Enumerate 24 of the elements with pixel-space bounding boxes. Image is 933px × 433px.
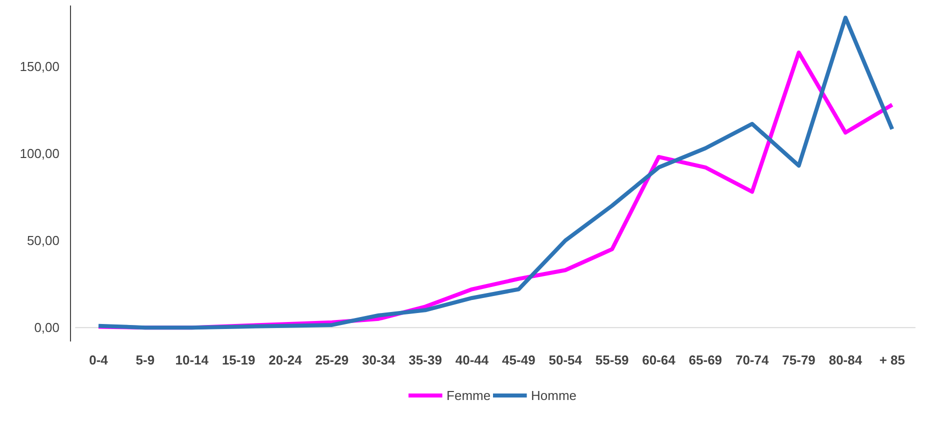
x-tick-label: 5-9 [136, 352, 155, 368]
y-tick-label: 100,00 [20, 146, 60, 161]
x-tick-label: 80-84 [828, 352, 863, 368]
x-tick-label: + 85 [879, 352, 905, 368]
x-tick-label: 25-29 [315, 352, 349, 368]
x-tick-label: 65-69 [688, 352, 722, 368]
x-tick-label: 60-64 [642, 352, 676, 368]
x-tick-label: 70-74 [735, 352, 770, 368]
y-tick-label: 50,00 [26, 233, 60, 248]
y-tick-label: 0,00 [34, 320, 60, 336]
x-tick-label: 20-24 [268, 352, 303, 368]
x-tick-label: 45-49 [502, 352, 536, 368]
x-tick-label: 75-79 [782, 352, 816, 368]
x-tick-label: 30-34 [362, 352, 396, 368]
legend-label: Femme [446, 388, 491, 403]
x-tick-label: 35-39 [408, 352, 442, 368]
x-tick-label: 0-4 [89, 352, 109, 368]
x-tick-label: 15-19 [222, 352, 256, 368]
legend-label: Homme [531, 388, 577, 403]
x-tick-label: 50-54 [548, 352, 583, 368]
x-tick-label: 55-59 [595, 352, 629, 368]
x-tick-label: 10-14 [175, 352, 210, 368]
x-tick-label: 40-44 [455, 352, 490, 368]
y-tick-label: 150,00 [20, 58, 60, 74]
